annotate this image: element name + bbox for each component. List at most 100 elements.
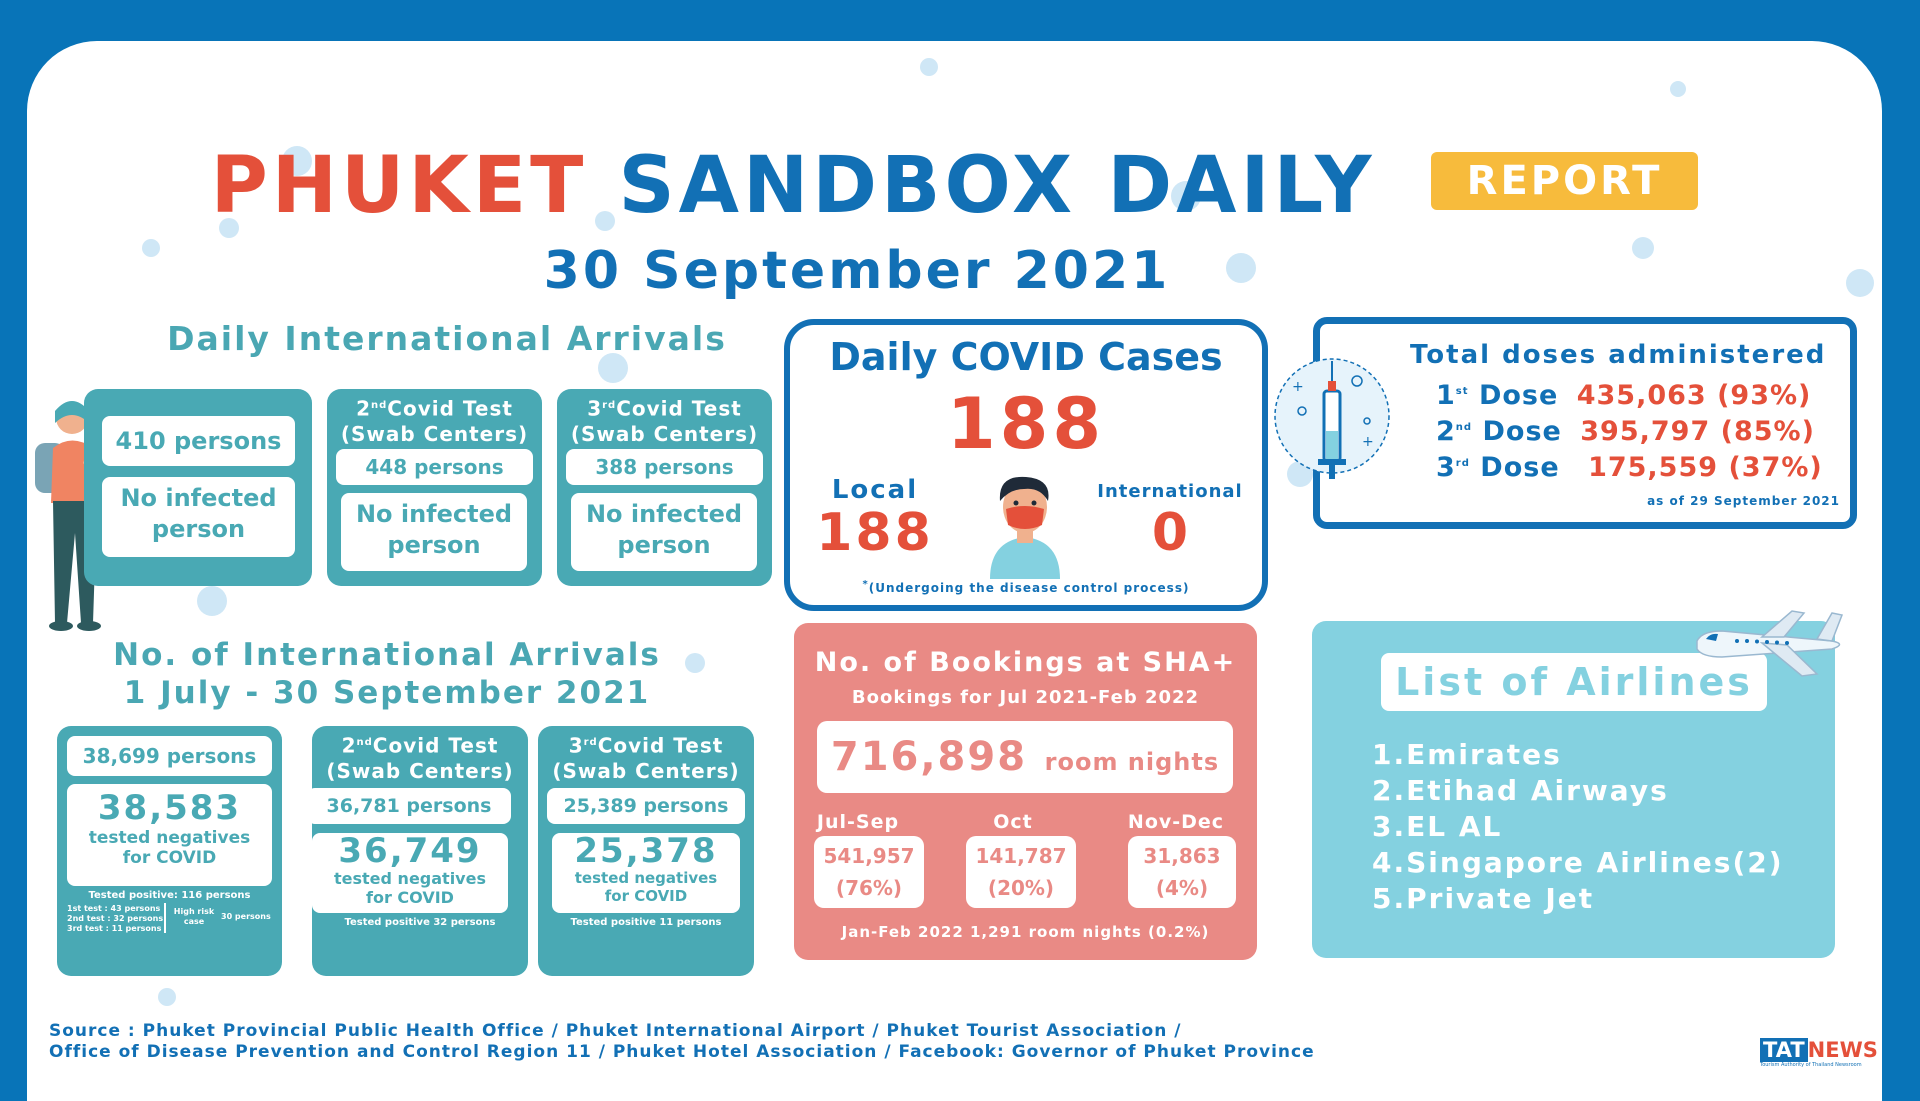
cumulative-second-label1: tested negatives [334, 869, 486, 888]
high-risk-count: 30 persons [221, 912, 271, 921]
logo-tagline: Tourism Authority of Thailand Newsroom [1760, 1062, 1862, 1068]
cumulative-negatives-label1: tested negatives [88, 828, 251, 848]
first-test-detail: 1st test : 43 persons [67, 904, 161, 913]
second-test-head2: (Swab Centers) [340, 421, 529, 446]
airline-item: 1.Emirates [1372, 738, 1562, 771]
decor-dot [598, 353, 628, 383]
second-test-head1: Covid Test [387, 396, 513, 421]
decor-dot [219, 218, 239, 238]
source-line2: Office of Disease Prevention and Control… [49, 1042, 1315, 1062]
local-count: 188 [816, 503, 934, 563]
third-test-num: 3 [587, 396, 603, 421]
airlines-title: List of Airlines [1381, 653, 1767, 711]
cumulative-negatives-label2: for COVID [122, 848, 217, 868]
airplane-icon [1696, 610, 1844, 677]
bookings-title: No. of Bookings at SHA+ [814, 647, 1237, 678]
dose-3-label: Dose [1480, 452, 1560, 483]
detail-divider [164, 903, 166, 933]
cum-third-head2: (Swab Centers) [552, 758, 740, 783]
period-3-box: 31,863 (4%) [1128, 836, 1236, 908]
dose-1-label: Dose [1478, 380, 1559, 411]
second-test-detail: 2nd test : 32 persons [67, 914, 164, 923]
second-test-sup: nd [371, 400, 388, 411]
decor-dot [197, 586, 227, 616]
cumulative-third-negatives-box: 25,378 tested negatives for COVID [552, 833, 740, 913]
airline-item: 5.Private Jet [1372, 882, 1595, 915]
bookings-total-box: 716,898 room nights [817, 721, 1233, 793]
decor-dot [1846, 269, 1874, 297]
bookings-total: 716,898 [830, 734, 1028, 780]
third-test-header: 3rdCovid Test (Swab Centers) [557, 393, 772, 447]
patient-illustration [990, 476, 1060, 579]
second-test-num: 2 [356, 396, 372, 421]
report-date: 30 September 2021 [543, 241, 1171, 301]
third-test-head1: Covid Test [616, 396, 742, 421]
page-title: PHUKET SANDBOX DAILY REPORT [27, 141, 1882, 231]
bookings-subtitle: Bookings for Jul 2021-Feb 2022 [851, 687, 1200, 708]
third-test-status: No infected person [571, 493, 757, 571]
source-text: Source : Phuket Provincial Public Health… [49, 1021, 1349, 1063]
decor-dot [920, 58, 938, 76]
cumulative-third-negatives: 25,378 [574, 831, 718, 871]
decor-dot [1670, 81, 1686, 97]
decor-dot [282, 146, 312, 176]
cum-second-num: 2 [341, 733, 357, 758]
daily-arrivals-title: Daily International Arrivals [167, 319, 727, 358]
logo-tat: TAT [1760, 1038, 1808, 1062]
vaccination-title: Total doses administered [1410, 340, 1827, 370]
cumulative-arrivals-count: 38,699 persons [67, 736, 272, 776]
third-test-count: 388 persons [566, 449, 763, 485]
cumulative-test-details: 1st test : 43 persons 2nd test : 32 pers… [67, 904, 167, 934]
international-count: 0 [1151, 503, 1189, 563]
report-card: PHUKET SANDBOX DAILY REPORT 30 September… [27, 41, 1882, 1101]
cumulative-positive: Tested positive: 116 persons [88, 890, 251, 901]
cumulative-second-positive: Tested positive 32 persons [344, 917, 496, 928]
dose-2-num: 2 [1436, 416, 1456, 447]
syringe-icon: + + [1274, 358, 1390, 479]
vaccination-panel: Total doses administered 1st Dose 435,06… [1313, 317, 1857, 529]
period-2-value: 141,787 [975, 844, 1067, 868]
title-part2: SANDBOX DAILY [618, 141, 1376, 231]
cumulative-third-label1: tested negatives [574, 869, 718, 887]
cumulative-third-test-count: 25,389 persons [547, 788, 745, 824]
cumulative-second-test-header: 2ndCovid Test (Swab Centers) [312, 730, 528, 784]
period-2-pct: (20%) [987, 876, 1055, 900]
dose-1-num: 1 [1436, 380, 1456, 411]
second-test-status: No infected person [341, 493, 527, 571]
dose-3-sup: rd [1455, 458, 1470, 469]
svg-text:+: + [1362, 434, 1374, 450]
bookings-footer: Jan-Feb 2022 1,291 room nights (0.2%) [841, 923, 1210, 941]
svg-text:+: + [1292, 379, 1304, 395]
dose-3-num: 3 [1436, 452, 1456, 483]
dose-3-row: 3rd Dose 175,559 (37%) [1436, 452, 1836, 483]
third-test-detail: 3rd test : 11 persons [67, 924, 162, 933]
daily-arrivals-count: 410 persons [102, 416, 295, 466]
cumulative-second-negatives-box: 36,749 tested negatives for COVID [312, 833, 508, 913]
cumulative-third-test-header: 3rdCovid Test (Swab Centers) [538, 730, 754, 784]
cumulative-second-test-count: 36,781 persons [307, 788, 511, 824]
cumulative-title-line2: 1 July - 30 September 2021 [123, 675, 651, 711]
period-2-box: 141,787 (20%) [966, 836, 1076, 908]
decor-dot [158, 988, 176, 1006]
dose-2-row: 2nd Dose 395,797 (85%) [1436, 416, 1836, 447]
cumulative-second-negatives: 36,749 [338, 831, 482, 871]
footnote-mark: * [862, 579, 869, 590]
dose-1-row: 1st Dose 435,063 (93%) [1436, 380, 1836, 411]
period-1-label: Jul-Sep [816, 811, 900, 833]
cum-second-head2: (Swab Centers) [326, 758, 514, 783]
decor-dot [1632, 237, 1654, 259]
cum-third-head1: Covid Test [597, 733, 724, 758]
dose-2-value: 395,797 (85%) [1580, 416, 1815, 447]
third-test-sup: rd [602, 400, 617, 411]
period-1-pct: (76%) [835, 876, 903, 900]
decor-dot [595, 211, 615, 231]
period-3-pct: (4%) [1155, 876, 1209, 900]
covid-title: Daily COVID Cases [829, 335, 1223, 379]
covid-cases-panel: Daily COVID Cases 188 Local 188 Internat… [784, 319, 1268, 611]
international-label: International [1097, 481, 1243, 502]
footnote-text: (Undergoing the disease control process) [868, 581, 1190, 595]
dose-1-sup: st [1455, 386, 1469, 397]
decor-dot [1226, 253, 1256, 283]
logo-news: NEWS [1807, 1038, 1878, 1062]
